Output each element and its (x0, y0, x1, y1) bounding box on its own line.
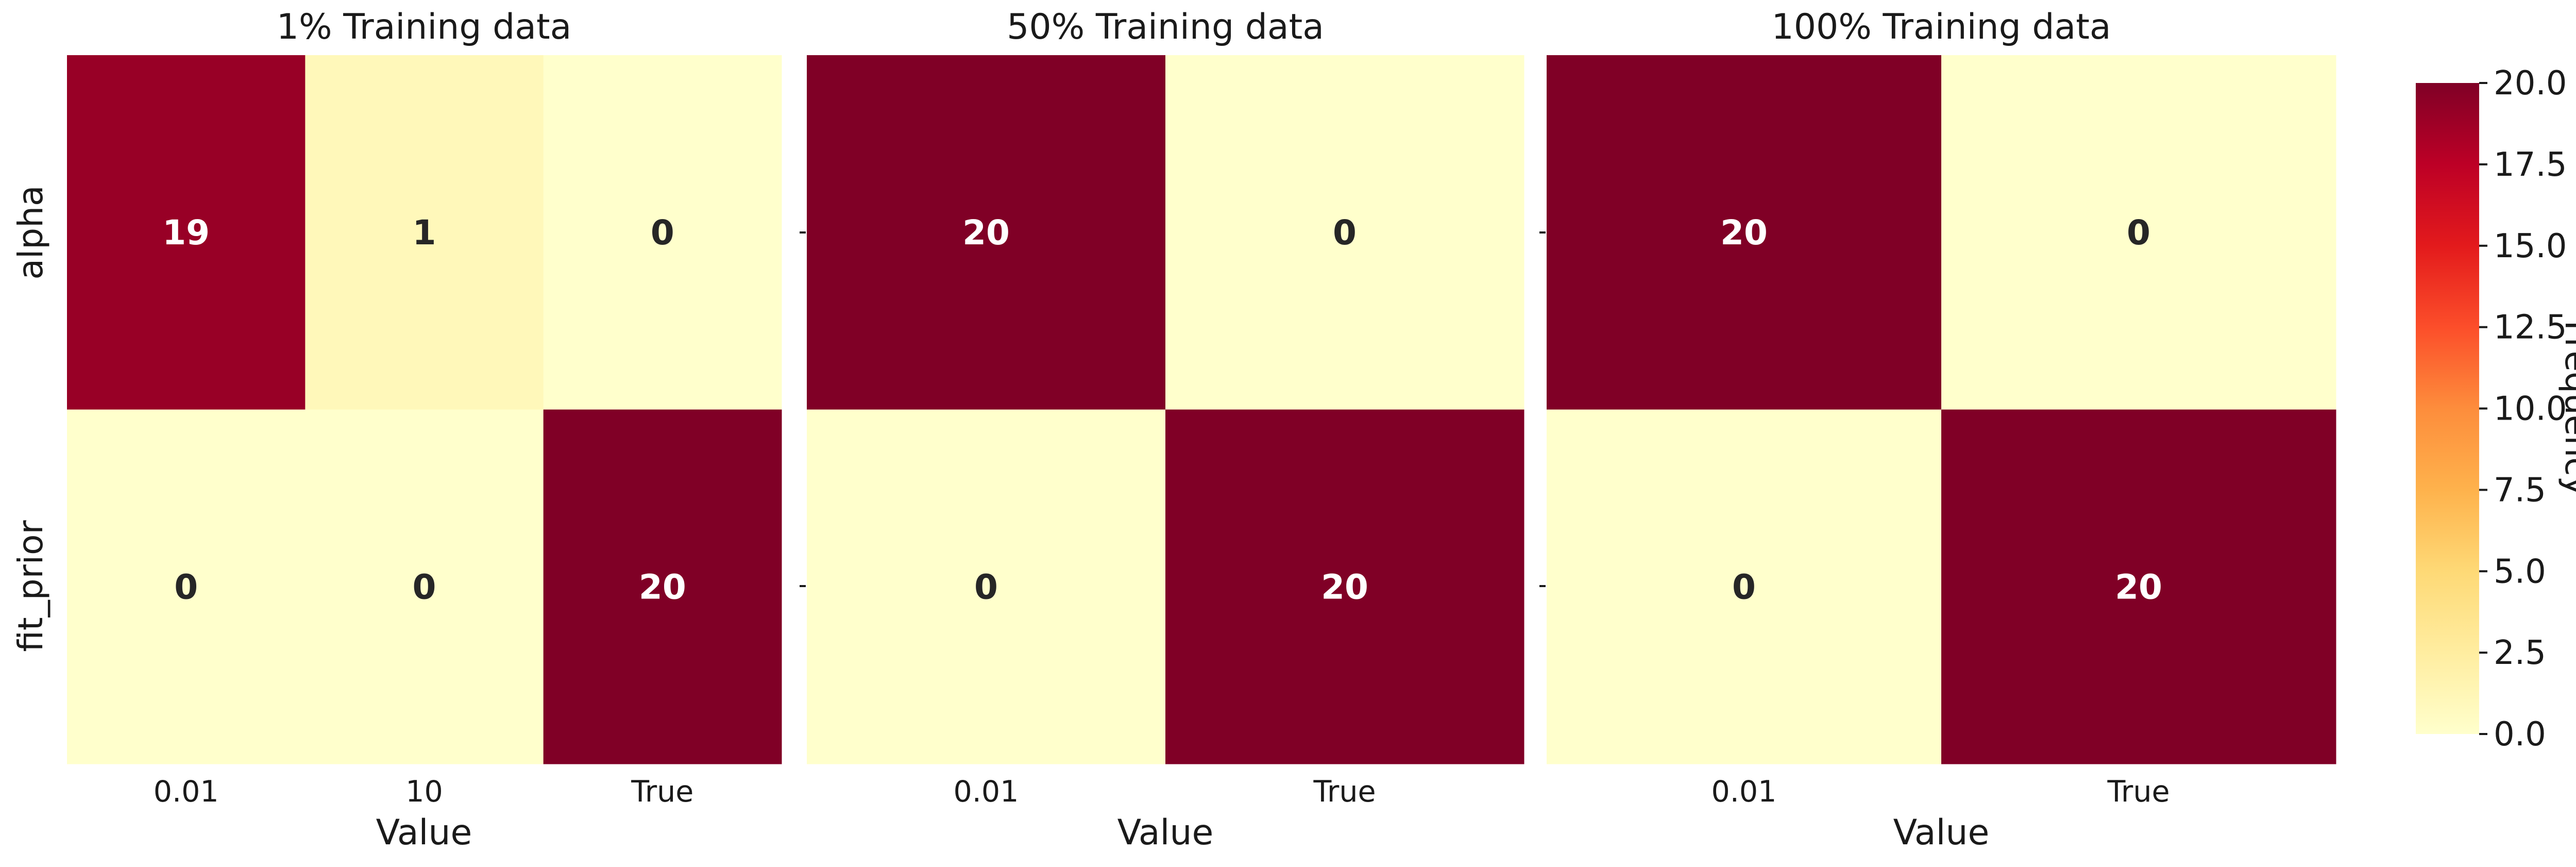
x-tick-label-true: True (2107, 775, 2170, 809)
heatmap-cell (807, 55, 1166, 410)
heatmap-cell (305, 55, 544, 410)
heatmap-cell (67, 55, 306, 410)
cell-value-label: 20 (2115, 567, 2162, 607)
colorbar-tick-label: 17.5 (2494, 146, 2567, 184)
cell-value-label: 0 (1333, 213, 1357, 253)
x-tick-label-0-01: 0.01 (1711, 775, 1777, 809)
cell-value-label: 1 (413, 213, 436, 253)
heatmap-panel-1pct: 1% Training data 19 1 00 0 20 alpha fit_prio… (11, 7, 782, 853)
cell-value-label: 0 (1732, 567, 1756, 607)
colorbar-tick-label: 12.5 (2494, 309, 2567, 347)
colorbar-tick-label: 7.5 (2494, 471, 2546, 509)
row-label-fit-prior: fit_prior (11, 520, 50, 652)
cell-value-label: 0 (2127, 213, 2150, 253)
heatmap-cell (305, 409, 544, 764)
colorbar: 0.0 2.5 5.0 7.5 10.0 12.5 15.0 17.5 20.0 Frequen… (2416, 64, 2576, 754)
x-axis-label: Value (1893, 812, 1990, 853)
x-tick-label-true: True (1313, 775, 1376, 809)
colorbar-label: Frequency (2557, 321, 2576, 496)
cell-value-label: 20 (1720, 213, 1768, 253)
colorbar-tick-label: 20.0 (2494, 64, 2567, 103)
x-tick-label-10: 10 (405, 775, 443, 809)
colorbar-tick-label: 15.0 (2494, 227, 2567, 265)
panel-title: 100% Training data (1771, 7, 2111, 47)
colorbar-tick-label: 10.0 (2494, 390, 2567, 428)
cell-value-label: 20 (1321, 567, 1368, 607)
heatmap-cell (1941, 55, 2336, 410)
cell-value-label: 0 (413, 567, 436, 607)
heatmap-panel-100pct: 100% Training data 20 0 0 20 Value 0.01 True (1539, 7, 2336, 853)
heatmap-cell (67, 409, 306, 764)
heatmap-cells: 19 1 0 0 0 20 (67, 55, 782, 764)
panel-title: 1% Training data (277, 7, 572, 47)
row-label-alpha: alpha (11, 186, 50, 280)
heatmap-cell (807, 409, 1166, 764)
x-axis-label: Value (376, 812, 472, 853)
colorbar-ticks: 0.0 2.5 5.0 7.5 10.0 12.5 15.0 17.5 20.0 (2479, 64, 2567, 754)
x-tick-label-0-01: 0.01 (954, 775, 1019, 809)
colorbar-gradient (2416, 83, 2479, 734)
heatmap-panel-50pct: 50% Training data 20 0 0 20 Value 0.01 True (800, 7, 1524, 853)
cell-value-label: 20 (962, 213, 1010, 253)
heatmap-cells: 20 0 0 20 (807, 55, 1524, 764)
heatmap-cell (543, 409, 782, 764)
x-tick-label-0-01: 0.01 (154, 775, 219, 809)
cell-value-label: 19 (162, 213, 210, 253)
heatmap-cell (543, 55, 782, 410)
colorbar-tick-label: 2.5 (2494, 634, 2546, 672)
heatmap-cell (1165, 409, 1524, 764)
cell-value-label: 20 (639, 567, 686, 607)
cell-value-label: 0 (174, 567, 198, 607)
x-tick-label-true: True (631, 775, 693, 809)
heatmap-cell (1547, 55, 1942, 410)
panel-title: 50% Training data (1007, 7, 1324, 47)
colorbar-tick-label: 5.0 (2494, 553, 2546, 591)
heatmap-cells: 20 0 0 20 (1547, 55, 2336, 764)
heatmap-cell (1547, 409, 1942, 764)
colorbar-tick-label: 0.0 (2494, 715, 2546, 754)
heatmap-cell (1165, 55, 1524, 410)
x-axis-label: Value (1117, 812, 1214, 853)
cell-value-label: 0 (974, 567, 998, 607)
heatmap-cell (1941, 409, 2336, 764)
cell-value-label: 0 (651, 213, 674, 253)
